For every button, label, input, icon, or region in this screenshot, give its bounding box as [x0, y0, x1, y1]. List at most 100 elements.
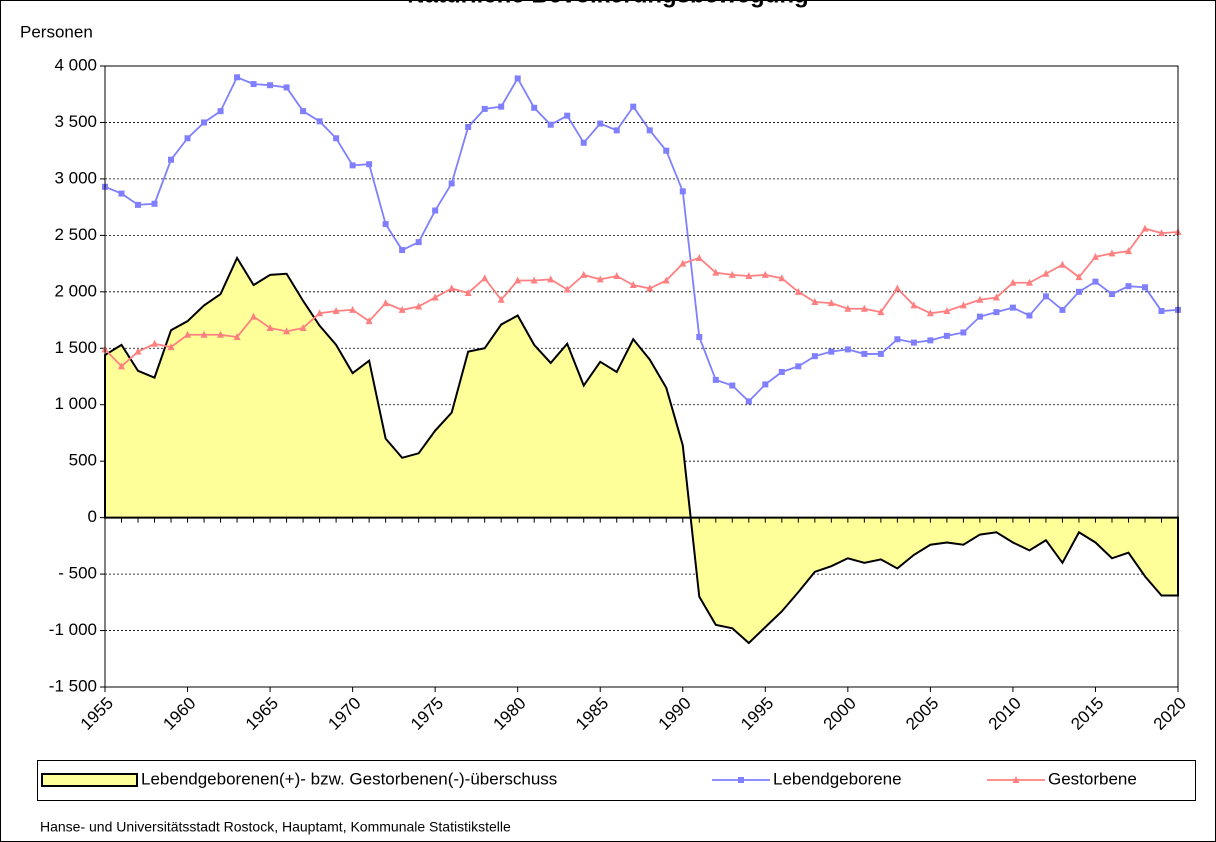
marker: [135, 201, 142, 208]
marker: [745, 272, 753, 280]
marker: [448, 180, 455, 187]
marker: [596, 275, 604, 283]
marker: [646, 284, 654, 292]
y-tick-label: 1 500: [54, 338, 97, 357]
marker: [761, 270, 769, 278]
marker: [630, 103, 637, 110]
marker: [250, 81, 257, 88]
marker: [1108, 249, 1116, 257]
marker: [201, 119, 208, 126]
marker: [1075, 273, 1083, 281]
marker: [399, 247, 406, 254]
y-axis-label: Personen: [20, 22, 93, 41]
y-tick-label: -1 000: [49, 620, 97, 639]
y-tick-label: 2 500: [54, 225, 97, 244]
marker: [794, 287, 802, 295]
marker: [828, 348, 835, 355]
marker: [910, 339, 917, 346]
marker: [894, 336, 901, 343]
marker: [200, 330, 208, 338]
y-tick-label: 2 000: [54, 281, 97, 300]
marker: [778, 368, 785, 375]
chart-title: Natürliche Bevölkerungsbewegung: [407, 0, 808, 8]
marker: [118, 190, 125, 197]
marker: [597, 120, 604, 127]
marker: [926, 309, 934, 317]
marker: [365, 317, 373, 325]
marker: [118, 362, 126, 370]
marker: [811, 297, 819, 305]
plot-frame: [104, 65, 1179, 688]
marker: [366, 161, 373, 168]
marker: [464, 288, 472, 296]
marker: [860, 304, 868, 312]
marker: [497, 295, 505, 303]
marker: [498, 103, 505, 110]
marker: [1091, 252, 1099, 260]
marker: [844, 304, 852, 312]
marker: [481, 274, 489, 282]
marker: [465, 123, 472, 130]
marker: [943, 332, 950, 339]
marker: [662, 276, 670, 284]
marker: [1058, 260, 1066, 268]
marker: [580, 270, 588, 278]
marker: [1157, 229, 1165, 237]
marker: [151, 200, 158, 207]
marker: [547, 121, 554, 128]
marker: [993, 309, 1000, 316]
marker: [580, 139, 587, 146]
marker: [316, 309, 324, 317]
marker: [432, 207, 439, 214]
marker: [1042, 293, 1049, 300]
area: [104, 255, 1179, 645]
marker: [663, 147, 670, 154]
marker: [333, 135, 340, 142]
marker: [233, 332, 241, 340]
marker: [349, 162, 356, 169]
marker: [217, 330, 225, 338]
marker: [250, 312, 258, 320]
marker: [861, 350, 868, 357]
marker: [1125, 283, 1132, 290]
legend-swatch: [41, 773, 138, 787]
marker: [728, 270, 736, 278]
marker: [646, 127, 653, 134]
marker: [959, 301, 967, 309]
marker: [613, 272, 621, 280]
marker: [712, 268, 720, 276]
marker: [629, 281, 637, 289]
y-tick-label: 3 000: [54, 168, 97, 187]
marker: [415, 239, 422, 246]
marker: [1025, 278, 1033, 286]
y-tick-label: 1 000: [54, 394, 97, 413]
marker: [134, 347, 142, 355]
legend-marker: [738, 777, 744, 783]
y-tick-label: 500: [69, 451, 97, 470]
marker: [563, 285, 571, 293]
marker: [184, 135, 191, 142]
marker: [1141, 224, 1149, 232]
marker: [778, 274, 786, 282]
marker: [1009, 278, 1017, 286]
marker: [1009, 304, 1016, 311]
marker: [992, 293, 1000, 301]
marker: [976, 313, 983, 320]
marker: [266, 323, 274, 331]
marker: [168, 156, 175, 163]
marker: [877, 308, 885, 316]
marker: [283, 84, 290, 91]
marker: [745, 398, 752, 405]
marker: [1059, 306, 1066, 313]
y-tick-label: 0: [88, 507, 97, 526]
y-tick-label: -1 500: [49, 676, 97, 695]
marker: [927, 337, 934, 344]
marker: [481, 105, 488, 112]
legend-label: Lebendgeborene: [773, 769, 902, 788]
marker: [1124, 247, 1132, 255]
marker: [514, 276, 522, 284]
marker: [712, 376, 719, 383]
marker: [564, 112, 571, 119]
marker: [547, 275, 555, 283]
marker: [1092, 278, 1099, 285]
